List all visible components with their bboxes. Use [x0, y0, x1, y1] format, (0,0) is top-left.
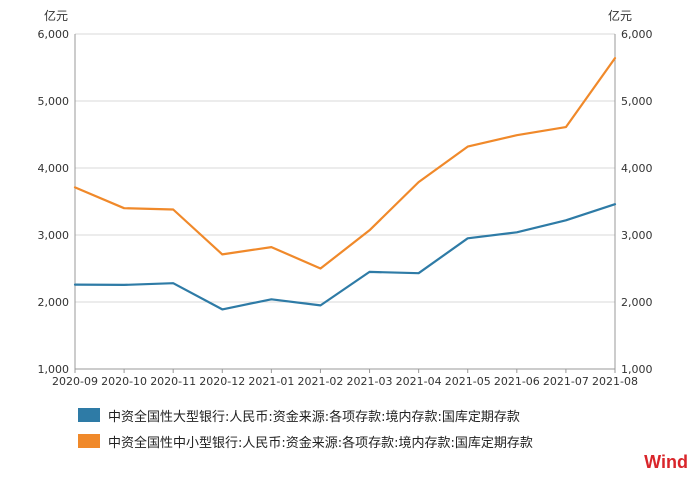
y-tick-label-right: 2,000 — [621, 296, 653, 309]
y-tick-label-left: 4,000 — [38, 162, 70, 175]
series-line-small-medium-banks — [73, 56, 617, 270]
legend-item-large-banks: 中资全国性大型银行:人民币:资金来源:各项存款:境内存款:国库定期存款 — [78, 404, 678, 426]
legend-swatch-large-banks — [78, 408, 100, 422]
y-tick-label-left: 6,000 — [38, 28, 70, 41]
y-tick-label-right: 5,000 — [621, 95, 653, 108]
y-tick-label-left: 2,000 — [38, 296, 70, 309]
y-tick-label-right: 1,000 — [621, 363, 653, 376]
x-tick-label: 2021-02 — [297, 375, 343, 388]
x-tick-label: 2021-04 — [396, 375, 442, 388]
x-tick-label: 2020-09 — [52, 375, 98, 388]
legend-label-large-banks: 中资全国性大型银行:人民币:资金来源:各项存款:境内存款:国库定期存款 — [108, 409, 520, 425]
y-tick-label-right: 3,000 — [621, 229, 653, 242]
legend-label-small-medium-banks: 中资全国性中小型银行:人民币:资金来源:各项存款:境内存款:国库定期存款 — [108, 435, 533, 451]
x-tick-label: 2021-08 — [592, 375, 638, 388]
right-axis-unit: 亿元 — [608, 8, 632, 23]
legend-swatch-small-medium-banks — [78, 434, 100, 448]
x-tick-label: 2021-07 — [543, 375, 589, 388]
x-tick-label: 2020-10 — [101, 375, 147, 388]
y-tick-label-left: 1,000 — [38, 363, 70, 376]
y-tick-label-left: 5,000 — [38, 95, 70, 108]
x-tick-label: 2020-12 — [199, 375, 245, 388]
y-tick-label-right: 6,000 — [621, 28, 653, 41]
wind-logo: Wind — [644, 452, 688, 472]
x-tick-label: 2021-06 — [494, 375, 540, 388]
y-tick-label-left: 3,000 — [38, 229, 70, 242]
x-tick-label: 2021-01 — [248, 375, 294, 388]
series-line-large-banks — [73, 203, 617, 311]
x-tick-label: 2021-03 — [347, 375, 393, 388]
x-tick-label: 2021-05 — [445, 375, 491, 388]
left-axis-unit: 亿元 — [44, 8, 68, 23]
x-tick-label: 2020-11 — [150, 375, 196, 388]
legend-item-small-medium-banks: 中资全国性中小型银行:人民币:资金来源:各项存款:境内存款:国库定期存款 — [78, 430, 678, 452]
y-tick-label-right: 4,000 — [621, 162, 653, 175]
